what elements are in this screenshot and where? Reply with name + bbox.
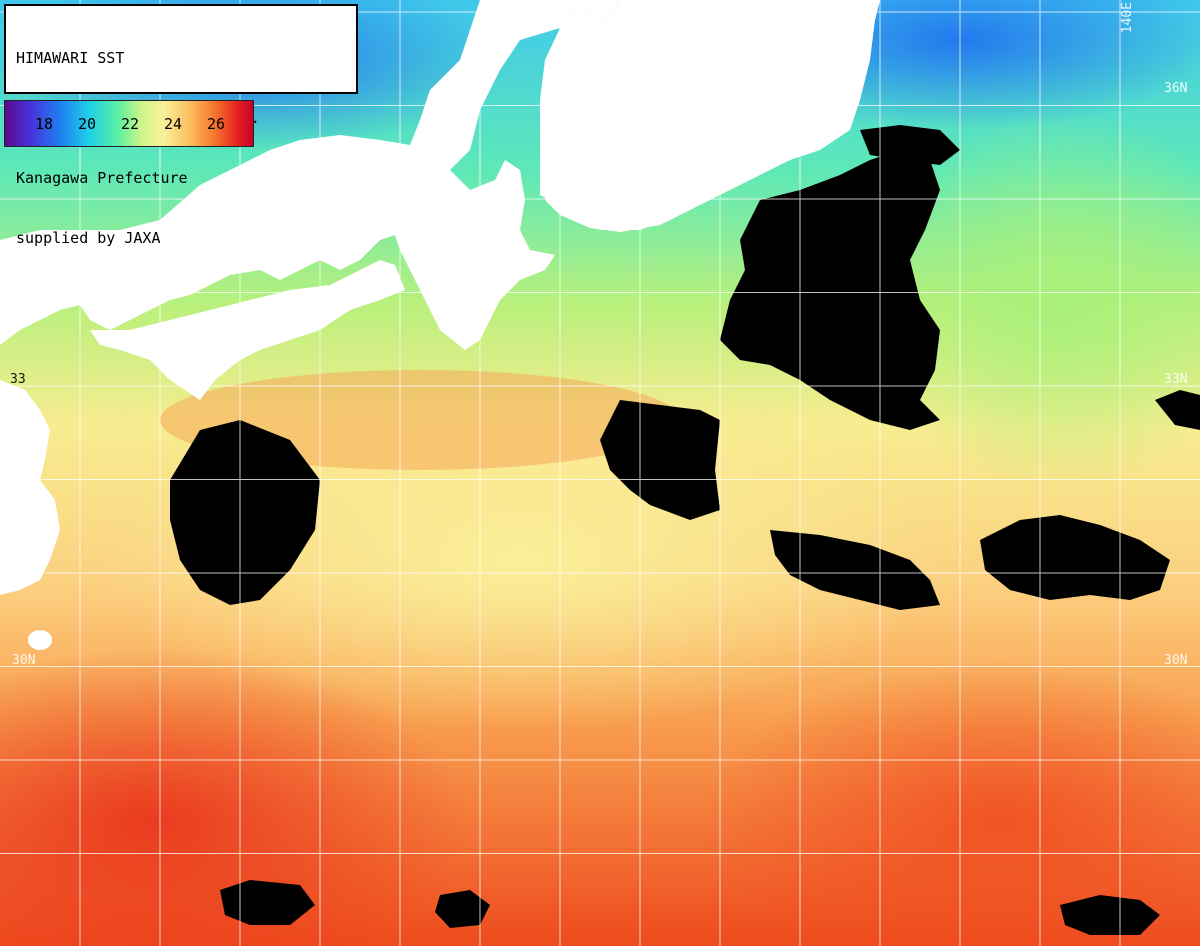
cloud-mask-east xyxy=(720,150,940,430)
cloud-mask-center xyxy=(600,400,720,520)
kyushu-land xyxy=(0,380,60,595)
legend-tick-24: 24 xyxy=(164,115,183,133)
cloud-mask-south-2 xyxy=(435,890,490,928)
cloud-mask-north-east-strip xyxy=(860,125,960,165)
temperature-legend: 18 20 22 24 26 xyxy=(4,100,254,147)
shikoku-land xyxy=(90,260,405,400)
cloud-mask-rightedge xyxy=(1155,390,1200,430)
cloud-mask-south-3 xyxy=(1060,895,1160,935)
info-box: HIMAWARI SST 2025/11/15 22(UTC) 3H Comp.… xyxy=(4,4,358,247)
legend-tick-20: 20 xyxy=(78,115,97,133)
cloud-mask-south-1 xyxy=(220,880,315,925)
hot-water-southwest xyxy=(0,650,470,946)
product-credit: supplied by JAXA xyxy=(16,229,161,247)
grid-label-30n-right: 30N xyxy=(1164,653,1188,668)
grid-label-36n: 36N xyxy=(1164,81,1188,96)
small-island xyxy=(28,630,52,650)
legend-tick-22: 22 xyxy=(121,115,140,133)
legend-tick-26: 26 xyxy=(207,115,226,133)
grid-label-136e: 136E xyxy=(480,2,495,34)
grid-label-30n-left: 30N xyxy=(12,653,36,668)
green-water-east xyxy=(860,110,1200,490)
product-title: HIMAWARI SST xyxy=(16,49,125,67)
hot-water-southeast xyxy=(700,660,1200,946)
cloud-mask-west xyxy=(170,420,320,605)
grid-label-140e: 140E xyxy=(1120,2,1135,34)
grid-label-33-left: 33 xyxy=(10,372,26,387)
honshu-land xyxy=(0,0,620,350)
cloud-mask-far-east xyxy=(980,515,1170,600)
cloud-mask-southeast xyxy=(770,530,940,610)
grid-label-33n: 33N xyxy=(1164,372,1188,387)
product-region: Kanagawa Prefecture xyxy=(16,169,188,187)
legend-tick-18: 18 xyxy=(35,115,54,133)
central-honshu-land xyxy=(545,0,880,232)
